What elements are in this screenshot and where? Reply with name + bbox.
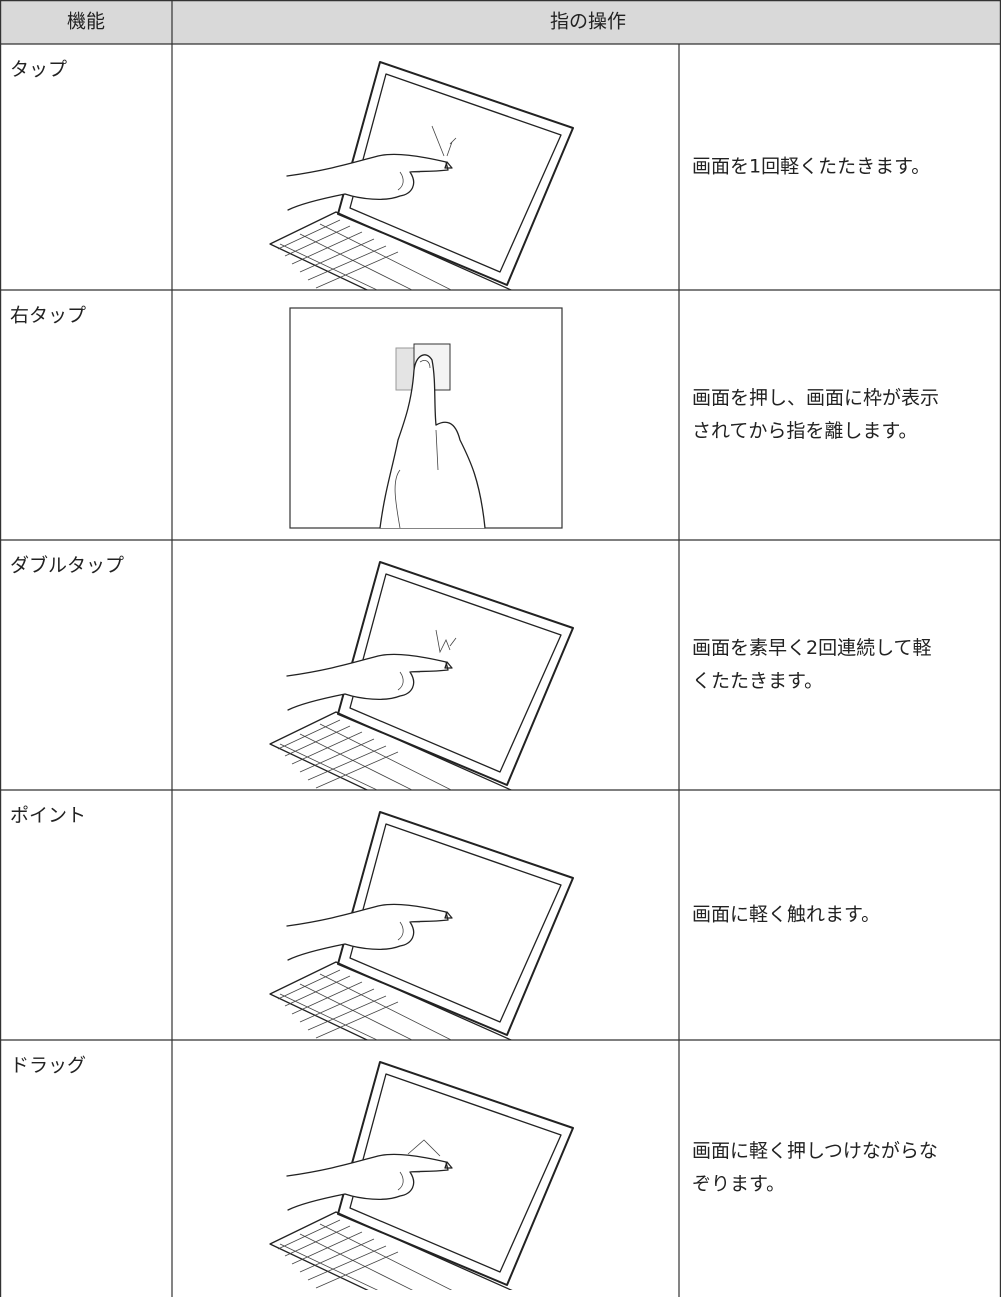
description-line: されてから指を離します。: [692, 420, 918, 442]
description-line: 画面に軽く触れます。: [692, 904, 880, 926]
function-name: ダブルタップ: [10, 554, 124, 577]
illustration-drag: [270, 1062, 573, 1297]
header-background: [0, 0, 1001, 44]
description-line: 画面に軽く押しつけながらな: [692, 1140, 938, 1162]
header-cell: 機能: [67, 11, 105, 33]
illustration-point: [270, 812, 573, 1084]
description-line: 画面を1回軽くたたきます。: [692, 156, 930, 178]
function-name: ポイント: [10, 805, 86, 827]
header-cell: 指の操作: [550, 11, 626, 33]
illustration-right-tap: [289, 307, 563, 529]
description-line: 画面を押し、画面に枠が表示: [692, 387, 939, 409]
description-line: 画面を素早く2回連続して軽: [692, 637, 932, 659]
function-name: ドラッグ: [10, 1055, 86, 1077]
illustration-tap: [270, 62, 573, 334]
description-line: ぞります。: [692, 1173, 785, 1195]
function-name: 右タップ: [10, 305, 86, 327]
illustration-double-tap: [270, 562, 573, 834]
description-line: くたたきます。: [692, 670, 823, 692]
function-name: タップ: [10, 59, 67, 81]
